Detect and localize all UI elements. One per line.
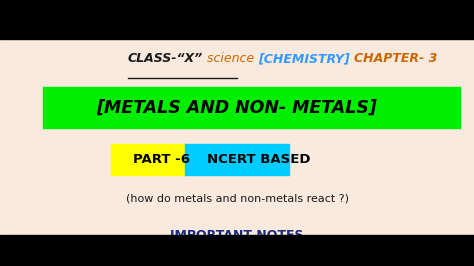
Text: NCERT BASED: NCERT BASED — [207, 153, 310, 166]
Text: science: science — [203, 52, 258, 65]
Bar — [0, 235, 474, 266]
Text: IMPORTANT NOTES: IMPORTANT NOTES — [170, 229, 304, 242]
Text: [CHEMISTRY]: [CHEMISTRY] — [258, 52, 355, 65]
Text: (how do metals and non-metals react ?): (how do metals and non-metals react ?) — [126, 193, 348, 203]
Text: [METALS AND NON- METALS]: [METALS AND NON- METALS] — [97, 99, 377, 117]
Text: CHAPTER- 3: CHAPTER- 3 — [355, 52, 438, 65]
Bar — [185, 144, 289, 175]
Bar — [111, 144, 185, 175]
Text: CLASS-“X”: CLASS-“X” — [128, 52, 203, 65]
Bar — [43, 87, 460, 128]
Text: PART -6: PART -6 — [133, 153, 194, 166]
Bar — [0, 0, 474, 39]
